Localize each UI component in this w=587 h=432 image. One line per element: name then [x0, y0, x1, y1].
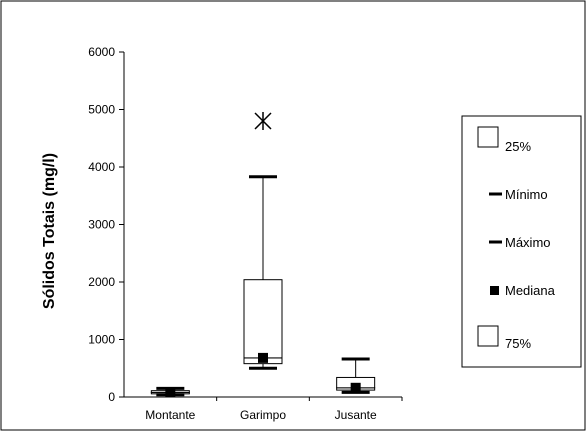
median-marker — [258, 352, 268, 363]
x-category-label: Montante — [145, 408, 195, 422]
outlier-marker — [254, 112, 272, 130]
box-plot-garimpo — [243, 112, 283, 370]
box-plots — [150, 112, 376, 398]
y-tick-label: 4000 — [88, 160, 115, 174]
y-tick-label: 0 — [108, 390, 115, 404]
legend-label-75: 75% — [505, 336, 531, 351]
y-tick-label: 6000 — [88, 45, 115, 59]
box-upper-quartile — [243, 279, 283, 359]
y-axis-label: Sólidos Totais (mg/l) — [41, 153, 58, 309]
median-marker — [165, 387, 176, 398]
x-category-label: Garimpo — [240, 408, 286, 422]
y-tick-label: 1000 — [88, 333, 115, 347]
legend: 25% Mínimo Máximo Mediana 75% — [461, 115, 582, 368]
legend-label-max: Máximo — [505, 235, 551, 250]
box-plot-montante — [150, 386, 190, 398]
y-ticks: 0 1000 2000 3000 4000 5000 6000 — [88, 45, 124, 404]
y-tick-label: 2000 — [88, 275, 115, 289]
legend-swatch-median — [490, 286, 499, 295]
box-plot-jusante — [336, 357, 376, 394]
median-marker — [350, 382, 361, 393]
y-tick-label: 3000 — [88, 218, 115, 232]
legend-label-median: Mediana — [505, 283, 556, 298]
legend-swatch-75 — [477, 325, 499, 347]
legend-swatch-25 — [477, 126, 499, 148]
y-tick-label: 5000 — [88, 103, 115, 117]
x-categories: Montante Garimpo Jusante — [145, 397, 403, 422]
x-category-label: Jusante — [335, 408, 377, 422]
legend-label-min: Mínimo — [505, 187, 548, 202]
legend-label-25: 25% — [505, 139, 531, 154]
legend-frame — [461, 115, 582, 368]
